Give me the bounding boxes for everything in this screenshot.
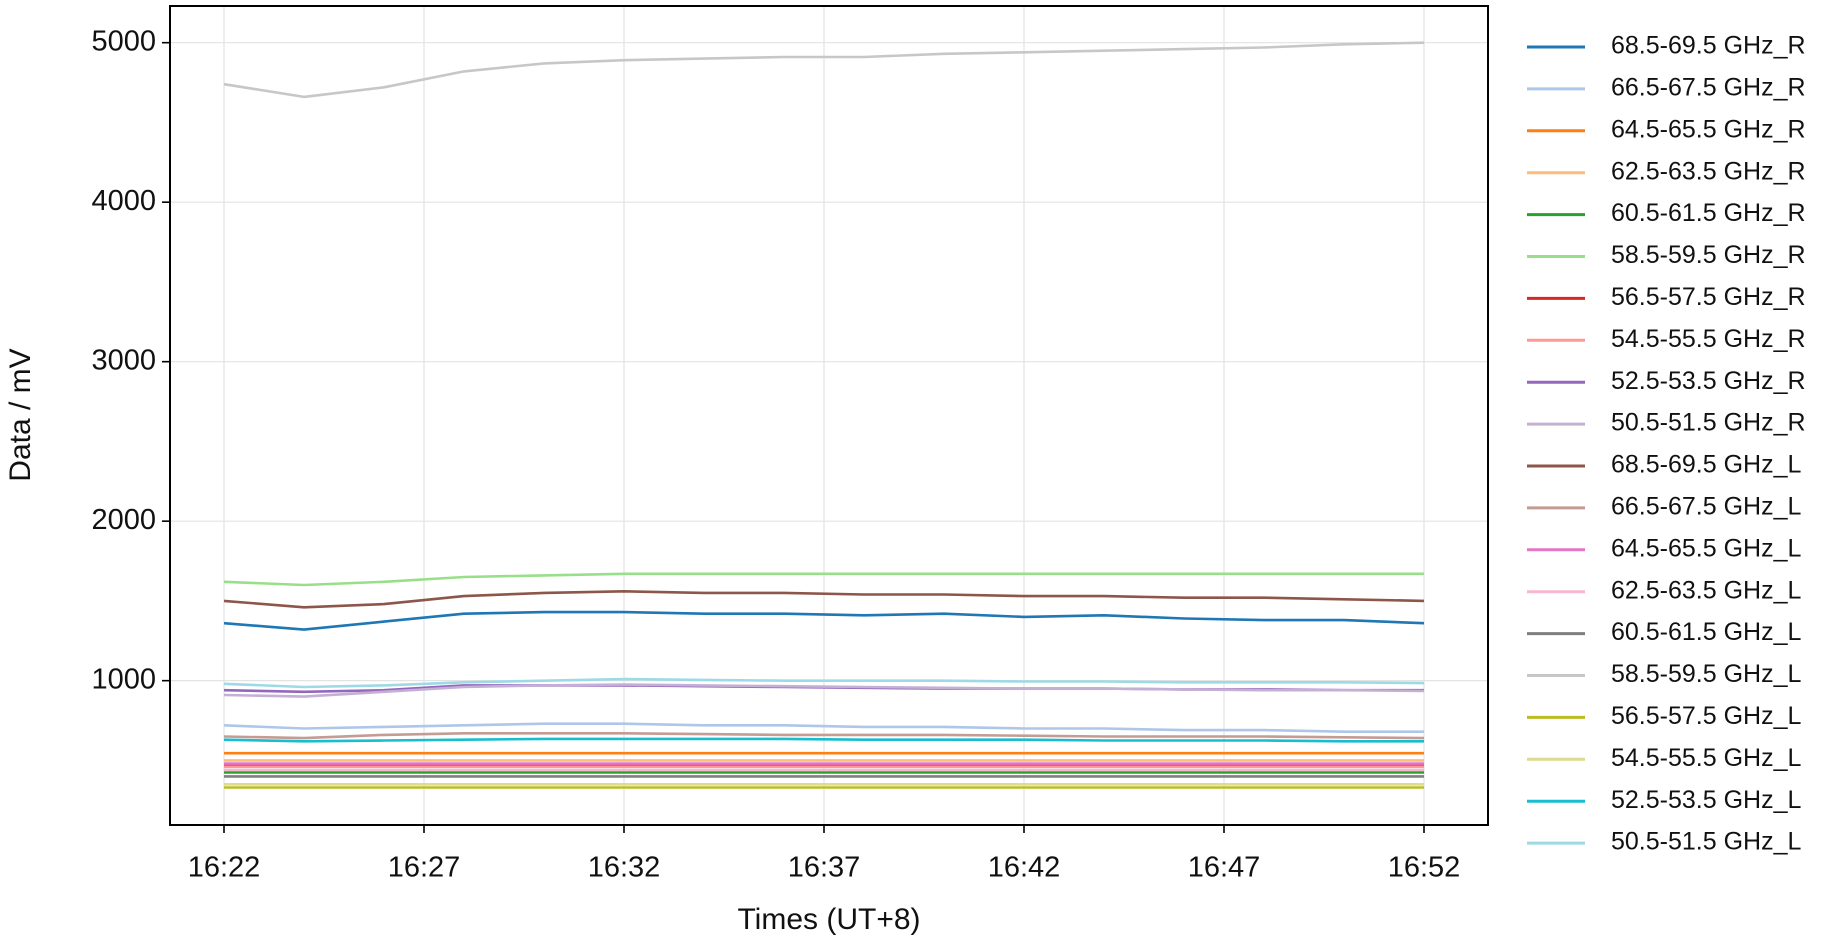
legend-label: 50.5-51.5 GHz_R xyxy=(1611,409,1806,437)
x-tick-label: 16:32 xyxy=(588,852,661,884)
legend-label: 56.5-57.5 GHz_R xyxy=(1611,283,1806,311)
legend-label: 54.5-55.5 GHz_R xyxy=(1611,325,1806,353)
legend-label: 66.5-67.5 GHz_L xyxy=(1611,493,1801,521)
series-line xyxy=(223,683,1425,698)
legend-label: 64.5-65.5 GHz_L xyxy=(1611,534,1801,562)
y-tick-label: 5000 xyxy=(91,25,156,57)
legend-label: 52.5-53.5 GHz_R xyxy=(1611,367,1806,395)
legend-label: 64.5-65.5 GHz_R xyxy=(1611,115,1806,143)
x-tick-label: 16:47 xyxy=(1188,852,1261,884)
series-line xyxy=(223,737,1424,743)
y-tick-label: 2000 xyxy=(91,504,156,536)
legend-label: 62.5-63.5 GHz_L xyxy=(1611,576,1801,604)
x-tick-label: 16:27 xyxy=(388,852,461,884)
legend-label: 56.5-57.5 GHz_L xyxy=(1611,702,1801,730)
legend-label: 58.5-59.5 GHz_L xyxy=(1611,660,1801,688)
legend-label: 68.5-69.5 GHz_L xyxy=(1611,451,1801,479)
legend-label: 58.5-59.5 GHz_R xyxy=(1611,241,1806,269)
plot-frame xyxy=(169,5,1489,826)
legend-label: 52.5-53.5 GHz_L xyxy=(1611,786,1801,814)
series-line xyxy=(223,41,1425,99)
series-line xyxy=(223,722,1424,733)
y-axis-label: Data / mV xyxy=(4,348,37,481)
y-tick-label: 3000 xyxy=(91,344,156,376)
legend-label: 60.5-61.5 GHz_L xyxy=(1611,618,1801,646)
series-line xyxy=(223,590,1425,609)
legend-label: 50.5-51.5 GHz_L xyxy=(1611,828,1801,856)
y-tick-label: 4000 xyxy=(91,185,156,217)
series-line xyxy=(223,677,1425,689)
y-tick-label: 1000 xyxy=(91,663,156,695)
x-tick-label: 16:52 xyxy=(1388,852,1461,884)
legend-label: 54.5-55.5 GHz_L xyxy=(1611,744,1801,772)
series-line xyxy=(223,610,1425,631)
x-tick-label: 16:22 xyxy=(188,852,261,884)
x-tick-label: 16:37 xyxy=(788,852,861,884)
x-axis-label: Times (UT+8) xyxy=(737,903,920,936)
series-line xyxy=(223,572,1424,587)
series-line xyxy=(223,732,1425,740)
legend-label: 66.5-67.5 GHz_R xyxy=(1611,74,1806,102)
legend-label: 62.5-63.5 GHz_R xyxy=(1611,157,1806,185)
legend-label: 60.5-61.5 GHz_R xyxy=(1611,199,1806,227)
x-tick-label: 16:42 xyxy=(988,852,1061,884)
legend-label: 68.5-69.5 GHz_R xyxy=(1611,32,1806,60)
